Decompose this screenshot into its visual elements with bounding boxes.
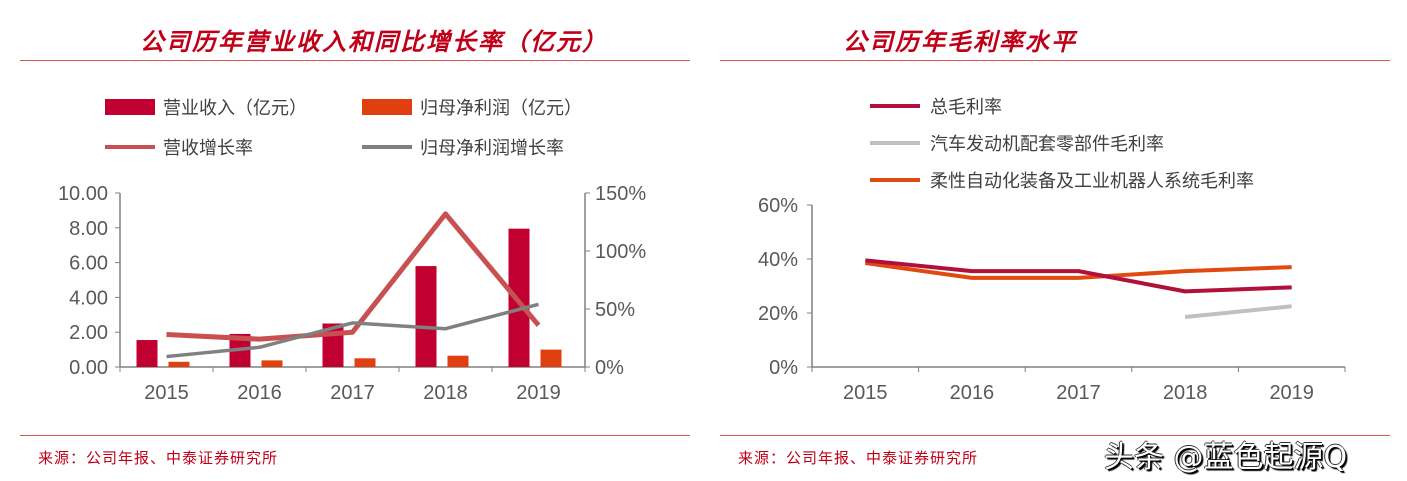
left-chart-title: 公司历年营业收入和同比增长率（亿元）: [140, 27, 608, 56]
legend-label: 营业收入（亿元）: [163, 98, 307, 119]
gm-x-tick-label: 2017: [1056, 382, 1101, 404]
gm-x-tick-label: 2015: [843, 382, 888, 404]
revenue-growth-line: [166, 211, 541, 342]
bar-revenue: [136, 340, 158, 367]
bar-revenue: [508, 228, 530, 367]
y2-tick-label: 0%: [595, 357, 624, 379]
y-tick-label: 8.00: [69, 218, 108, 240]
left-source-note: 来源：公司年报、中泰证券研究所: [38, 449, 279, 467]
gm-x-tick-label: 2019: [1269, 382, 1314, 404]
net-profit-growth-line: [166, 302, 539, 359]
bar-net-profit: [540, 349, 562, 367]
x-tick-label: 2015: [144, 382, 189, 404]
y-tick-label: 10.00: [58, 183, 108, 205]
left-title-divider: [20, 60, 690, 61]
right-title-divider: [720, 60, 1390, 61]
bar-net-profit: [354, 358, 376, 367]
gm-legend-label: 汽车发动机配套零部件毛利率: [930, 134, 1164, 155]
legend-label: 归母净利润（亿元）: [420, 98, 582, 119]
bar-net-profit: [168, 361, 190, 367]
legend-label: 归母净利润增长率: [420, 138, 564, 159]
watermark: 头条 @蓝色起源Q: [1104, 440, 1348, 475]
legend-swatch: [105, 99, 155, 115]
gm-y-tick-label: 20%: [758, 303, 798, 325]
bar-net-profit: [261, 360, 283, 367]
legend-swatch: [362, 99, 412, 115]
y2-tick-label: 150%: [595, 183, 646, 205]
automation-margin-line: [865, 261, 1292, 280]
gm-legend-label: 柔性自动化装备及工业机器人系统毛利率: [930, 171, 1254, 192]
gm-x-tick-label: 2016: [950, 382, 995, 404]
right-chart-title: 公司历年毛利率水平: [843, 27, 1077, 56]
auto-parts-margin-line: [1184, 304, 1292, 320]
right-source-note: 来源：公司年报、中泰证券研究所: [738, 449, 979, 467]
legend-label: 营收增长率: [163, 138, 253, 159]
y-tick-label: 6.00: [69, 253, 108, 275]
y2-tick-label: 50%: [595, 299, 635, 321]
gm-y-tick-label: 0%: [769, 357, 798, 379]
x-tick-label: 2016: [237, 382, 282, 404]
x-tick-label: 2017: [330, 382, 375, 404]
left-footer-divider: [20, 435, 690, 436]
gm-legend-label: 总毛利率: [930, 97, 1002, 118]
gm-x-tick-label: 2018: [1163, 382, 1208, 404]
gm-y-tick-label: 40%: [758, 249, 798, 271]
y-tick-label: 4.00: [69, 287, 108, 309]
x-tick-label: 2019: [516, 382, 561, 404]
y2-tick-label: 100%: [595, 241, 646, 263]
x-tick-label: 2018: [423, 382, 468, 404]
y-tick-label: 2.00: [69, 322, 108, 344]
bar-net-profit: [447, 355, 469, 367]
total-gross-margin-line: [865, 258, 1292, 294]
y-tick-label: 0.00: [69, 357, 108, 379]
right-footer-divider: [720, 435, 1390, 436]
gm-y-tick-label: 60%: [758, 195, 798, 217]
bar-revenue: [415, 266, 437, 367]
